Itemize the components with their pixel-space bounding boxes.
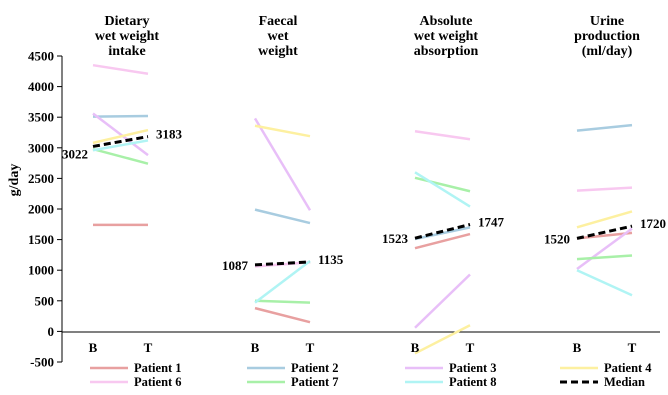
series-line [414, 324, 471, 355]
x-label-t: T [628, 340, 637, 355]
legend-label: Patient 6 [134, 375, 182, 389]
y-tick-label: 4500 [28, 49, 54, 64]
series-line [576, 186, 633, 192]
series-line [253, 117, 312, 211]
series-line [576, 227, 633, 270]
y-tick-label: 2000 [28, 202, 54, 217]
panel-title: wet [268, 29, 289, 44]
median-label: 3183 [156, 127, 183, 142]
legend-label: Patient 8 [449, 375, 497, 389]
series-line-median [92, 135, 149, 148]
series-line [414, 176, 471, 193]
panel-title: (ml/day) [582, 44, 633, 59]
series-line [254, 208, 311, 225]
series-line [576, 254, 633, 261]
series-line [414, 226, 471, 241]
legend-item: Patient 7 [247, 375, 339, 389]
legend-label: Median [604, 375, 645, 389]
legend-label: Patient 7 [291, 375, 339, 389]
series-line [92, 63, 149, 75]
median-label: 1087 [222, 258, 249, 273]
legend-label: Patient 2 [291, 361, 339, 375]
panel-title: weight [258, 44, 298, 59]
legend-item: Patient 4 [560, 361, 652, 375]
legend-item: Median [560, 375, 645, 389]
median-label: 1747 [478, 214, 505, 229]
series-line [254, 124, 311, 138]
y-tick-label: 500 [35, 293, 55, 308]
panel-title: intake [108, 44, 145, 59]
median-label: 1135 [318, 252, 344, 267]
y-tick-label: 3500 [28, 110, 54, 125]
legend-label: Patient 1 [134, 361, 182, 375]
y-tick-label: -500 [30, 355, 54, 370]
series-line [576, 210, 633, 229]
panel-title: Faecal [259, 14, 298, 29]
series-line [254, 299, 311, 304]
x-label-t: T [144, 340, 153, 355]
legend-item: Patient 1 [90, 361, 182, 375]
median-label: 1720 [640, 216, 666, 231]
legend-item: Patient 2 [247, 361, 339, 375]
panel-title: Dietary [104, 14, 149, 29]
y-tick-label: 1500 [28, 232, 54, 247]
x-label-b: B [89, 340, 98, 355]
series-line [254, 260, 311, 304]
y-ticks: -500 0 500 1000 1500 2000 2500 3000 3500 4000 4500 [28, 49, 62, 370]
legend-item: Patient 3 [405, 361, 497, 375]
x-label-b: B [411, 340, 420, 355]
series-line [576, 269, 633, 297]
x-label-b: B [573, 340, 582, 355]
y-tick-label: 3000 [28, 140, 54, 155]
series-line-median [414, 223, 471, 240]
series-line [92, 128, 149, 145]
panel-title: production [574, 29, 640, 44]
y-tick-label: 0 [48, 324, 55, 339]
series-line [92, 147, 149, 165]
x-label-t: T [466, 340, 475, 355]
y-axis-label: g/day [7, 164, 22, 197]
y-tick-label: 4000 [28, 79, 54, 94]
series-line [414, 273, 471, 329]
panel-title: wet weight [414, 29, 478, 44]
legend: Patient 1 Patient 2 Patient 3 Patient 4 Pati… [90, 361, 652, 389]
series-line-median [254, 260, 311, 267]
x-label-b: B [251, 340, 260, 355]
y-tick-label: 2500 [28, 171, 54, 186]
series-line [92, 139, 149, 152]
series-line-median [576, 224, 633, 240]
x-label-t: T [306, 340, 315, 355]
panel-title: absorption [414, 44, 479, 59]
series-line [414, 232, 471, 250]
legend-item: Patient 8 [405, 375, 497, 389]
legend-item: Patient 6 [90, 375, 182, 389]
legend-label: Patient 3 [449, 361, 497, 375]
panel-title: Urine [590, 14, 624, 29]
legend-label: Patient 4 [604, 361, 652, 375]
series-line [92, 114, 149, 118]
series-line [414, 171, 471, 208]
panel-title: Absolute [420, 14, 473, 29]
series-line [414, 130, 471, 141]
panel-title: wet weight [95, 29, 159, 44]
series-line [254, 306, 311, 324]
median-label: 3022 [62, 146, 88, 161]
median-label: 1520 [544, 231, 570, 246]
series-line [576, 123, 633, 132]
median-label: 1523 [382, 231, 409, 246]
y-tick-label: 1000 [28, 263, 54, 278]
series-line [92, 112, 149, 157]
